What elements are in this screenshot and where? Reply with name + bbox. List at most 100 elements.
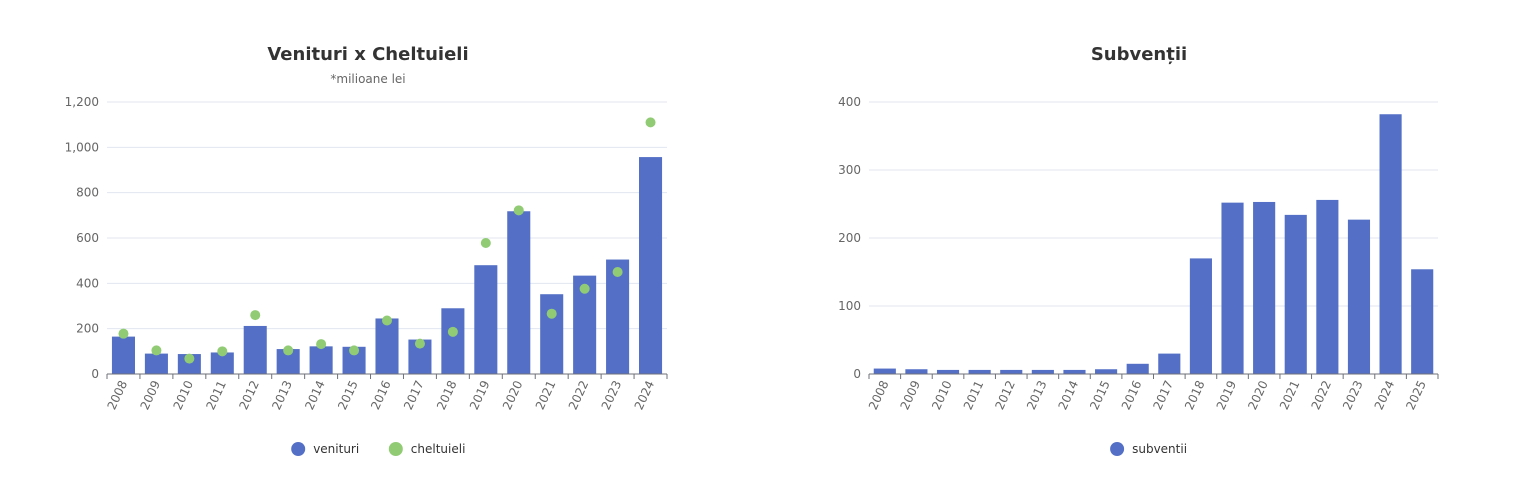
chart2-ytick-label: 300: [838, 163, 861, 177]
chart2-xtick-label: 2019: [1214, 378, 1240, 412]
chart1-point-cheltuieli: [513, 205, 524, 216]
chart1-legend-label-cheltuieli: cheltuieli: [411, 442, 466, 456]
chart2-ytick-label: 200: [838, 231, 861, 245]
chart2-xtick-label: 2018: [1182, 378, 1208, 412]
chart2-bar-subventii: [1221, 202, 1244, 374]
chart2-xtick-label: 2014: [1056, 378, 1082, 412]
chart1-bar-venituri: [573, 275, 597, 374]
chart1-xtick-label: 2009: [138, 378, 164, 412]
chart1-point-cheltuieli: [579, 283, 590, 294]
chart2-bar-subventii: [873, 368, 896, 374]
chart1-point-cheltuieli: [184, 353, 195, 364]
chart2-xtick-label: 2008: [866, 378, 892, 412]
chart2-bar-subventii: [1316, 199, 1339, 374]
chart1-ytick-label: 400: [76, 276, 99, 290]
chart2-bar-subventii: [1253, 201, 1276, 374]
chart1-ytick-label: 600: [76, 231, 99, 245]
chart2-xtick-label: 2017: [1150, 378, 1176, 412]
chart1-bar-venituri: [441, 308, 465, 374]
chart2-ytick-label: 0: [853, 367, 861, 381]
chart1-xtick-label: 2014: [302, 378, 328, 412]
chart1-xtick-label: 2016: [368, 378, 394, 412]
chart2-bar-subventii: [905, 369, 928, 374]
chart1-bar-venituri: [342, 346, 366, 374]
chart1-bar-venituri: [474, 265, 498, 374]
chart1-point-cheltuieli: [546, 308, 557, 319]
chart1-point-cheltuieli: [316, 339, 327, 350]
chart2-bar-subventii: [1126, 363, 1149, 374]
chart1-bar-venituri: [144, 353, 168, 374]
chart1-xtick-label: 2011: [203, 378, 229, 412]
chart2-bar-subventii: [1000, 369, 1023, 374]
chart2-bar-subventii: [1379, 114, 1402, 375]
chart2-xtick-label: 2016: [1119, 378, 1145, 412]
chart1-bar-venituri: [309, 346, 333, 374]
chart2-legend-marker-subventii: [1110, 442, 1125, 456]
chart2-bar-subventii: [968, 369, 991, 374]
chart2-xtick-label: 2009: [898, 378, 924, 412]
chart1-bar-venituri: [375, 318, 399, 374]
chart1-point-cheltuieli: [447, 326, 458, 337]
chart1-bar-venituri: [507, 211, 531, 374]
chart1-xtick-label: 2020: [500, 378, 526, 412]
chart2-xtick-label: 2012: [992, 378, 1018, 412]
chart2-xtick-label: 2025: [1403, 378, 1429, 412]
chart1-xtick-label: 2013: [269, 378, 295, 412]
chart2-xtick-label: 2015: [1087, 378, 1113, 412]
chart1-point-cheltuieli: [118, 328, 129, 339]
chart1-legend-label-venituri: venituri: [313, 442, 359, 456]
chart1-point-cheltuieli: [480, 237, 491, 248]
chart1-xtick-label: 2017: [401, 378, 427, 412]
chart1-bar-venituri: [177, 354, 201, 374]
chart2-xtick-label: 2024: [1372, 378, 1398, 412]
chart1-ytick-label: 800: [76, 186, 99, 200]
chart1-point-cheltuieli: [217, 346, 228, 357]
chart1-point-cheltuieli: [250, 310, 261, 321]
chart1-xtick-label: 2015: [335, 378, 361, 412]
chart1-point-cheltuieli: [349, 345, 360, 356]
chart1-legend-marker-cheltuieli: [388, 442, 403, 456]
chart1-bar-venituri: [606, 259, 630, 374]
chart1-xtick-label: 2023: [599, 378, 625, 412]
chart1-bar-venituri: [243, 325, 267, 374]
chart1-xtick-label: 2010: [170, 378, 196, 412]
chart1-title: Venituri x Cheltuieli: [267, 44, 468, 65]
chart2-xtick-label: 2021: [1277, 378, 1303, 412]
chart1-bar-venituri: [639, 157, 663, 374]
chart1-point-cheltuieli: [283, 345, 294, 356]
chart1-ytick-label: 0: [91, 367, 99, 381]
chart2-legend-label-subventii: subventii: [1132, 442, 1187, 456]
chart1-plot: 0 200 400 600 800 1,000 1,200 2008 2009 2010 2011 2…: [65, 95, 668, 456]
chart1-xtick-label: 2008: [105, 378, 131, 412]
chart1-bar-venituri: [408, 339, 432, 374]
chart1-point-cheltuieli: [645, 117, 656, 128]
chart2-bar-subventii: [1347, 219, 1371, 374]
chart1-ytick-label: 200: [76, 322, 99, 336]
chart1-point-cheltuieli: [151, 345, 162, 356]
chart2-xtick-label: 2022: [1308, 378, 1334, 412]
chart2-xtick-label: 2010: [929, 378, 955, 412]
chart1-xtick-label: 2018: [434, 378, 460, 412]
chart1-xtick-label: 2019: [467, 378, 493, 412]
chart2-bar-subventii: [1063, 369, 1086, 374]
chart2-xtick-label: 2020: [1245, 378, 1271, 412]
chart1-ytick-label: 1,200: [65, 95, 99, 109]
chart2-bar-subventii: [1189, 258, 1212, 374]
chart1-bar-venituri: [276, 349, 300, 374]
chart2-bar-subventii: [1284, 214, 1307, 374]
chart1-bar-venituri: [111, 336, 135, 374]
chart1-xtick-label: 2012: [236, 378, 262, 412]
chart2-bar-subventii: [936, 369, 960, 374]
chart2-ytick-label: 400: [838, 95, 861, 109]
chart1-subtitle: *milioane lei: [330, 72, 405, 86]
chart1-bar-venituri: [540, 294, 564, 374]
chart2-bar-subventii: [1095, 369, 1118, 374]
chart1-legend-marker-venituri: [291, 442, 306, 456]
chart2-xtick-label: 2013: [1024, 378, 1050, 412]
chart1-xtick-label: 2024: [632, 378, 658, 412]
chart2-ytick-label: 100: [838, 299, 861, 313]
chart2-bar-subventii: [1158, 353, 1181, 374]
chart2-xtick-label: 2023: [1340, 378, 1366, 412]
